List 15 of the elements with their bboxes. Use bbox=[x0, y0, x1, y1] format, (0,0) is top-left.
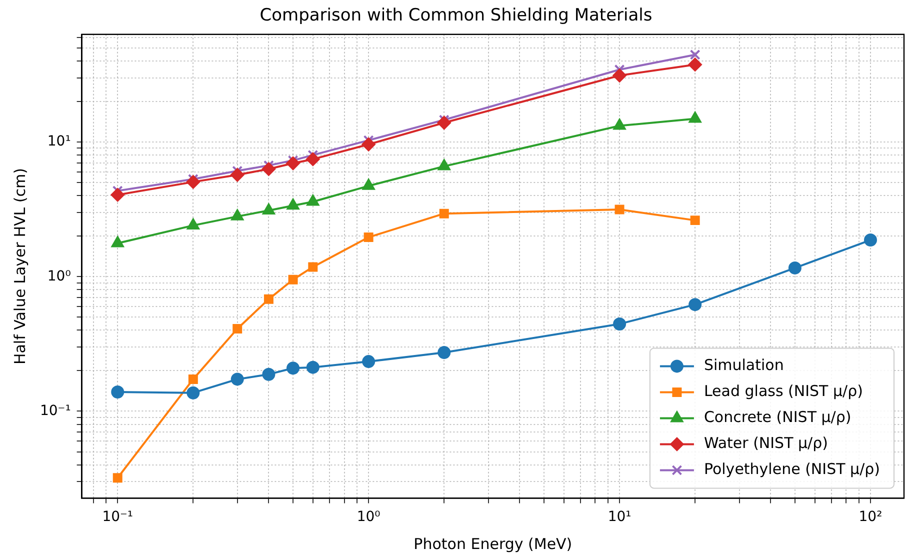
y-tick-label: 10⁻¹ bbox=[40, 402, 71, 419]
legend-label: Concrete (NIST μ/ρ) bbox=[704, 408, 852, 426]
legend-label: Polyethylene (NIST μ/ρ) bbox=[704, 460, 880, 478]
x-axis-title: Photon Energy (MeV) bbox=[414, 534, 572, 553]
x-tick-label: 10⁰ bbox=[356, 509, 381, 526]
legend-label: Simulation bbox=[704, 356, 784, 374]
x-tick-label: 10² bbox=[858, 509, 882, 526]
chart-title: Comparison with Common Shielding Materials bbox=[260, 6, 652, 26]
legend-label: Water (NIST μ/ρ) bbox=[704, 434, 828, 452]
legend-label: Lead glass (NIST μ/ρ) bbox=[704, 382, 863, 400]
y-tick-label: 10⁰ bbox=[47, 268, 72, 284]
x-tick-label: 10¹ bbox=[608, 509, 632, 526]
x-tick-label: 10⁻¹ bbox=[102, 509, 134, 526]
y-tick-label: 10¹ bbox=[47, 134, 71, 150]
y-axis-title: Half Value Layer HVL (cm) bbox=[10, 168, 29, 365]
